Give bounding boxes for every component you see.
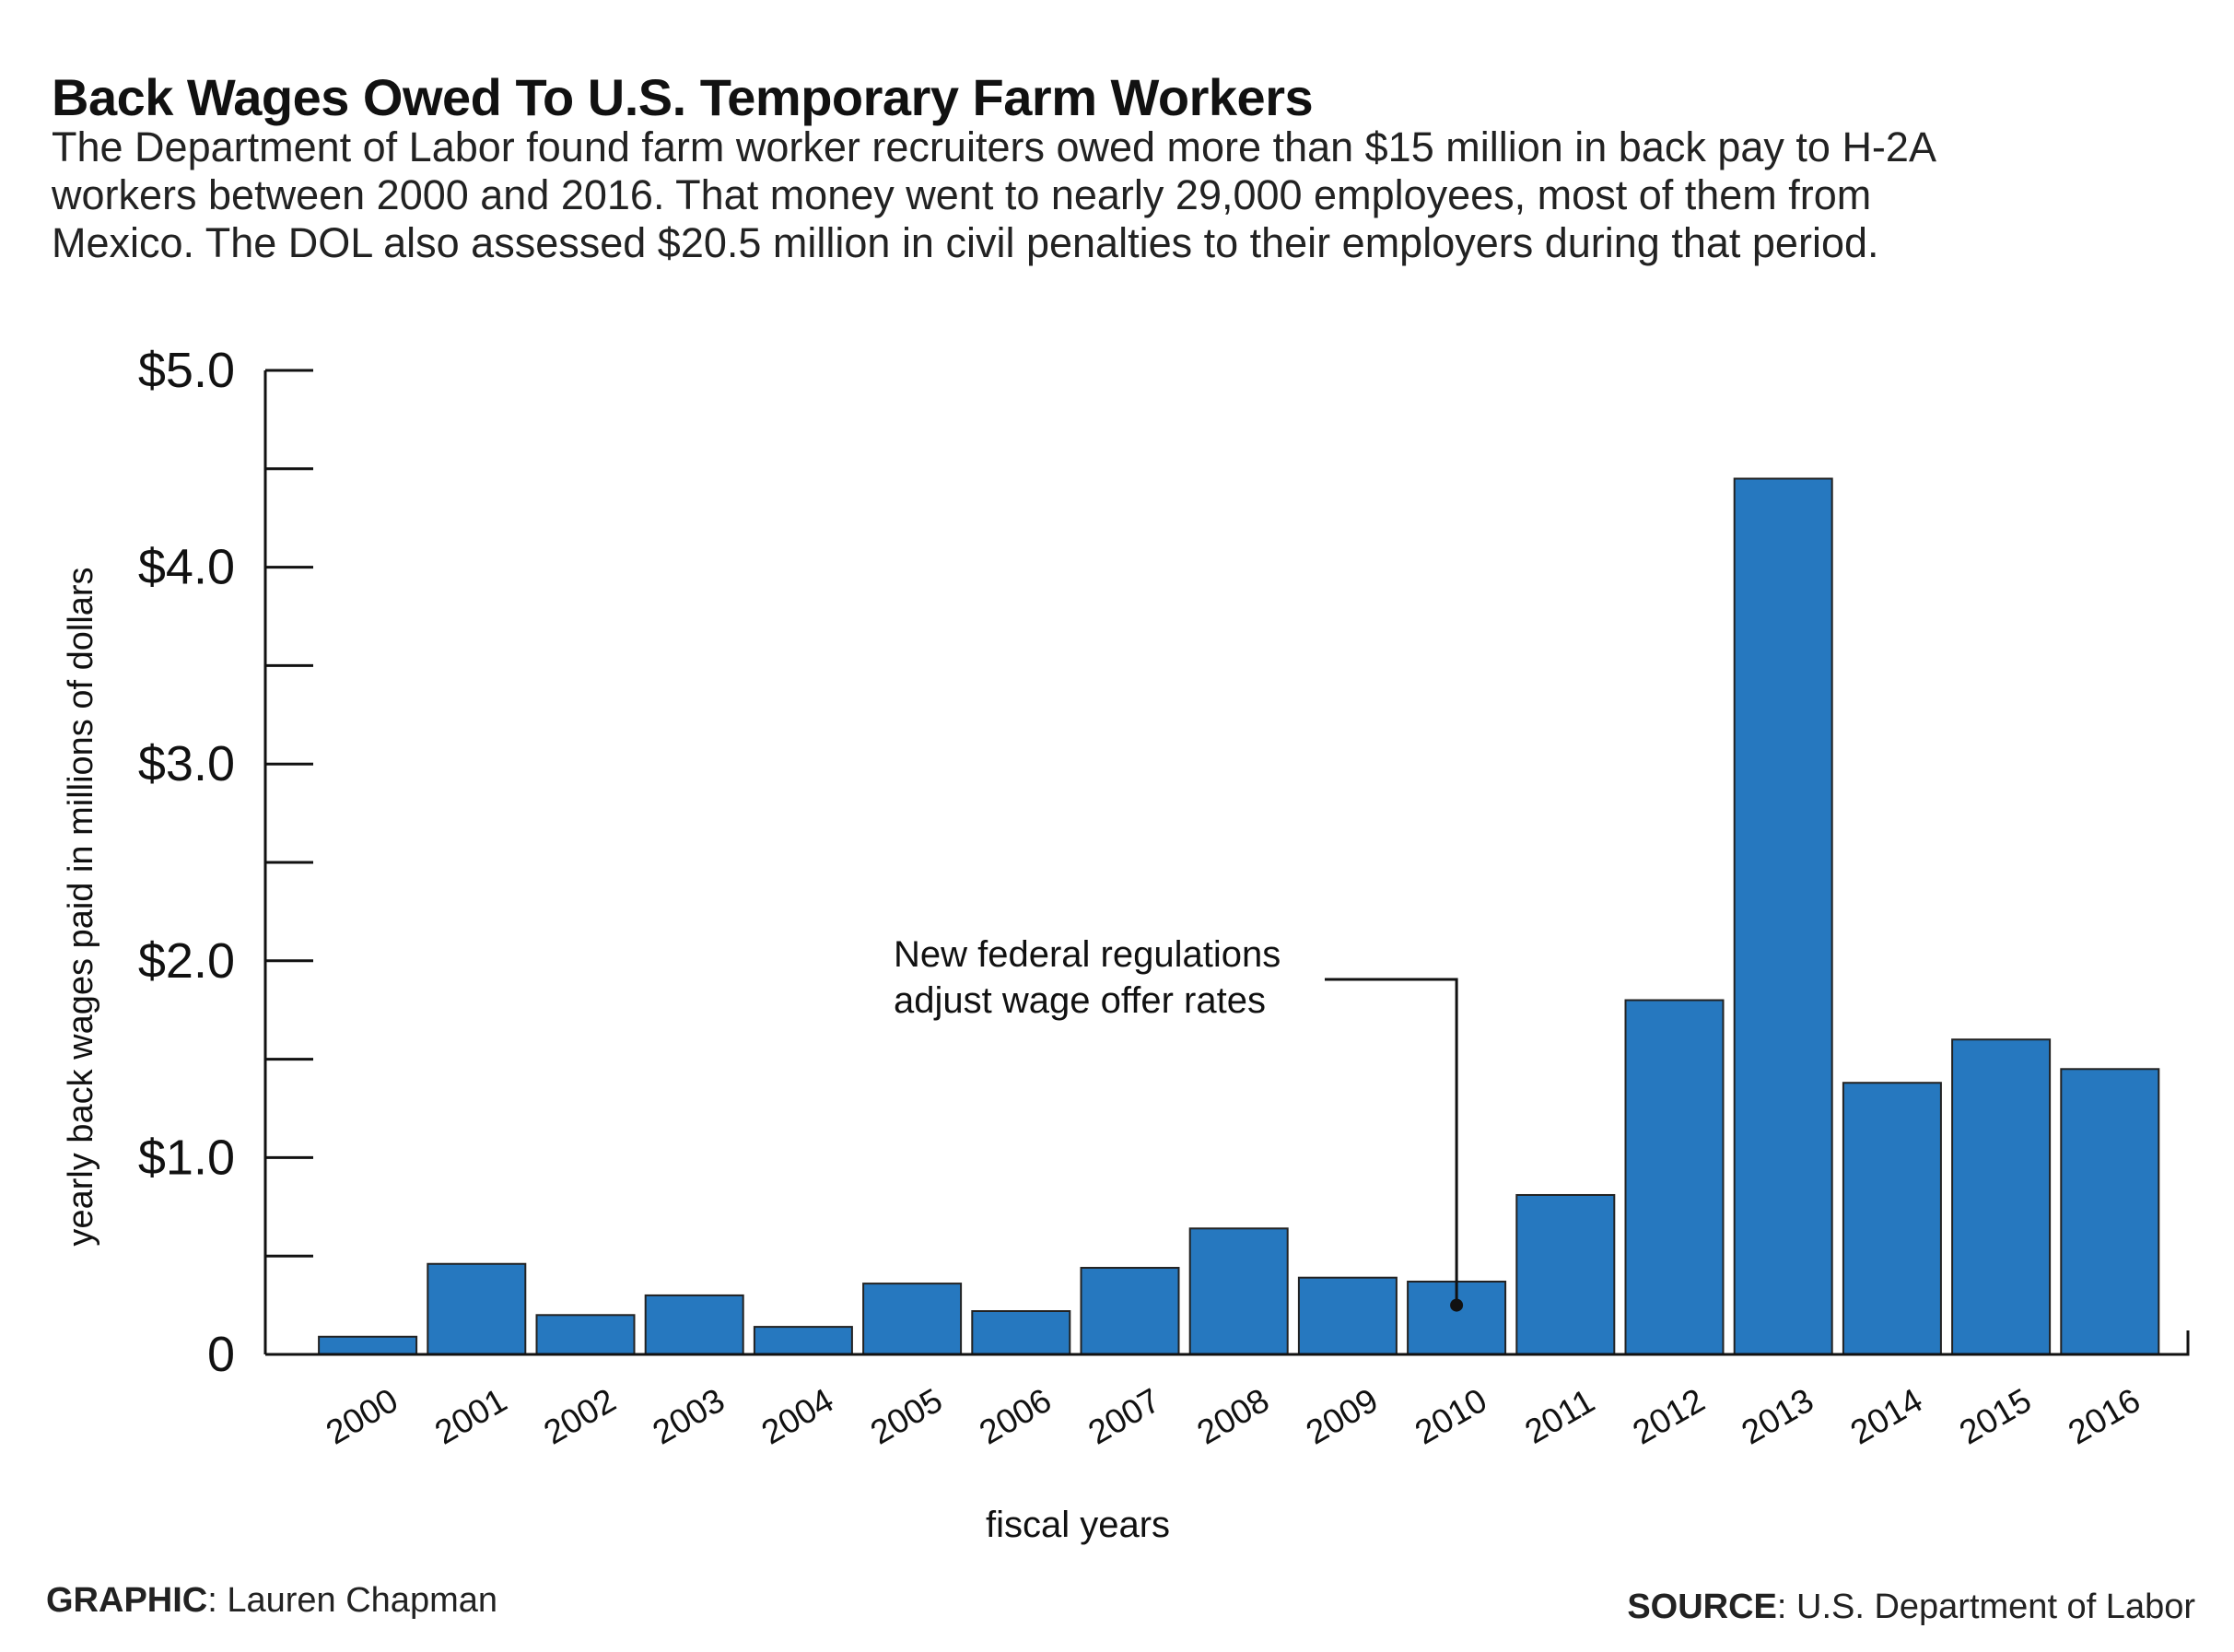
x-tick-label: 2011	[1518, 1382, 1600, 1451]
bar-2015	[1951, 1038, 2052, 1355]
y-tick-label: $1.0	[138, 1130, 235, 1185]
x-axis-title: fiscal years	[986, 1505, 1170, 1545]
source-value: : U.S. Department of Labor	[1776, 1588, 2195, 1626]
bar-2009	[1297, 1276, 1398, 1356]
x-tick-label: 2002	[537, 1381, 622, 1452]
bar-2016	[2060, 1068, 2160, 1356]
x-tick-label: 2001	[428, 1381, 513, 1452]
y-axis-title: yearly back wages paid in millions of do…	[62, 567, 100, 1246]
bar-2014	[1842, 1082, 1942, 1356]
y-tick-label: $3.0	[138, 736, 235, 791]
x-tick-label: 2003	[647, 1381, 731, 1452]
bar-2006	[971, 1310, 1071, 1356]
x-tick-label: 2000	[320, 1381, 404, 1452]
bar-2003	[644, 1294, 744, 1356]
bar-2008	[1188, 1227, 1289, 1356]
x-tick-label: 2008	[1191, 1381, 1276, 1452]
x-tick-label: 2009	[1300, 1381, 1385, 1452]
chart-title: Back Wages Owed To U.S. Temporary Farm W…	[52, 68, 1314, 126]
bar-2000	[318, 1335, 418, 1355]
annotation-leader-line	[1325, 978, 1458, 1306]
x-tick-label: 2016	[2062, 1381, 2146, 1452]
x-tick-label: 2005	[864, 1381, 949, 1452]
x-tick-label: 2013	[1736, 1381, 1820, 1452]
x-tick-label: 2004	[755, 1381, 840, 1452]
chart-subtitle: The Department of Labor found farm worke…	[52, 123, 2226, 267]
bar-2005	[862, 1283, 963, 1355]
credit-value: : Lauren Chapman	[207, 1581, 497, 1620]
bar-2012	[1624, 999, 1725, 1356]
bar-2002	[535, 1314, 636, 1356]
subtitle-line: The Department of Labor found farm worke…	[52, 123, 1936, 170]
x-tick-label: 2006	[973, 1381, 1058, 1452]
graphic-credit: GRAPHIC: Lauren Chapman	[46, 1580, 497, 1621]
x-tick-label: 2012	[1626, 1381, 1711, 1452]
bar-2004	[753, 1326, 853, 1355]
x-tick-label: 2007	[1082, 1381, 1166, 1452]
y-tick-label: 0	[207, 1327, 235, 1382]
annotation-dot	[1450, 1298, 1464, 1312]
y-tick-label: $5.0	[138, 343, 235, 398]
annotation-text: New federal regulations	[894, 934, 1281, 975]
x-tick-label: 2014	[1844, 1381, 1929, 1452]
y-tick-label: $2.0	[138, 933, 235, 989]
bar-2007	[1080, 1267, 1180, 1355]
x-tick-label: 2010	[1409, 1381, 1493, 1452]
y-tick-label: $4.0	[138, 540, 235, 595]
bar-2001	[427, 1262, 527, 1356]
x-tick-label: 2015	[1953, 1381, 2038, 1452]
subtitle-line: workers between 2000 and 2016. That mone…	[52, 171, 1872, 218]
bar-2011	[1515, 1193, 1616, 1356]
source-label: SOURCE	[1627, 1588, 1777, 1626]
subtitle-line: Mexico. The DOL also assessed $20.5 mill…	[52, 219, 1879, 266]
credit-label: GRAPHIC	[46, 1581, 208, 1620]
annotation-text: adjust wage offer rates	[894, 980, 1266, 1021]
bar-2013	[1733, 477, 1833, 1355]
source-credit: SOURCE: U.S. Department of Labor	[1627, 1587, 2195, 1627]
